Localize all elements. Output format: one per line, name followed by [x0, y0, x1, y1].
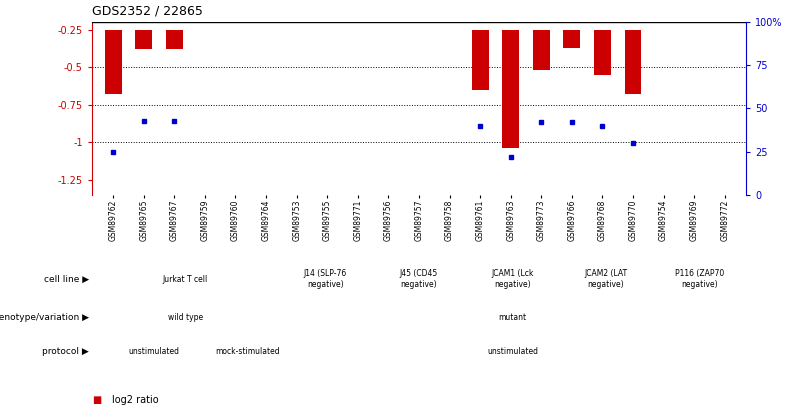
Text: J45 (CD45
negative): J45 (CD45 negative) [400, 269, 438, 289]
Text: mutant: mutant [499, 313, 527, 322]
Bar [166, 30, 183, 49]
Bar [136, 30, 152, 49]
Text: mock-stimulated: mock-stimulated [215, 347, 280, 356]
Bar [594, 30, 610, 75]
Text: unstimulated: unstimulated [128, 347, 180, 356]
Bar [533, 30, 550, 70]
Text: Jurkat T cell: Jurkat T cell [163, 275, 207, 284]
Bar [563, 30, 580, 47]
Bar [625, 30, 642, 94]
Text: unstimulated: unstimulated [487, 347, 538, 356]
Text: J14 (SLP-76
negative): J14 (SLP-76 negative) [304, 269, 347, 289]
Text: cell line ▶: cell line ▶ [44, 275, 89, 284]
Text: ■: ■ [92, 395, 101, 405]
Text: JCAM2 (LAT
negative): JCAM2 (LAT negative) [584, 269, 627, 289]
Bar [502, 30, 519, 148]
Text: log2 ratio: log2 ratio [112, 395, 158, 405]
Text: wild type: wild type [168, 313, 203, 322]
Text: genotype/variation ▶: genotype/variation ▶ [0, 313, 89, 322]
Text: GDS2352 / 22865: GDS2352 / 22865 [92, 5, 203, 18]
Bar [105, 30, 121, 94]
Text: P116 (ZAP70
negative): P116 (ZAP70 negative) [675, 269, 724, 289]
Text: protocol ▶: protocol ▶ [42, 347, 89, 356]
Bar [472, 30, 488, 90]
Text: JCAM1 (Lck
negative): JCAM1 (Lck negative) [492, 269, 534, 289]
